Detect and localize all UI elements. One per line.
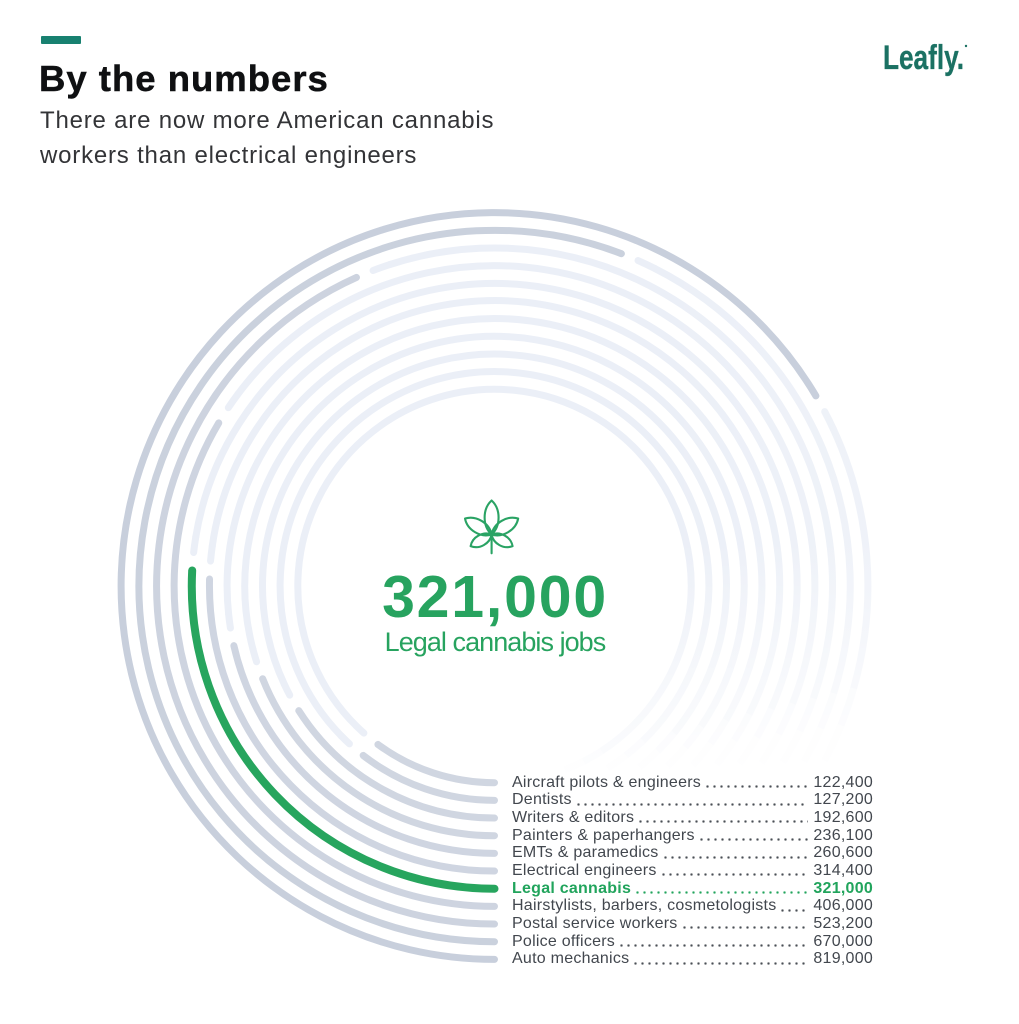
svg-text:Leafly.: Leafly. <box>883 39 964 77</box>
